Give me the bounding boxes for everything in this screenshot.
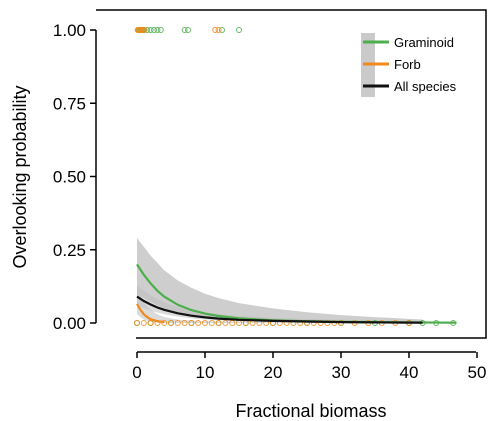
legend-label-3: All species	[394, 79, 457, 94]
data-point	[188, 320, 195, 326]
data-point	[157, 27, 164, 33]
data-point	[151, 27, 157, 33]
x-tick-label: 50	[468, 363, 487, 382]
data-point	[147, 320, 154, 326]
data-point	[147, 27, 154, 33]
data-point	[181, 27, 188, 33]
data-point	[185, 27, 191, 33]
y-tick-label: 0.00	[53, 314, 86, 333]
y-tick-label: 0.75	[53, 94, 86, 113]
x-tick-label: 30	[332, 363, 351, 382]
data-point	[134, 320, 140, 326]
series-line-2	[136, 303, 165, 324]
data-point	[154, 27, 161, 33]
y-axis-ticks: 0.00 0.25 0.50 0.75 1.00	[53, 21, 96, 333]
legend-label-2: Forb	[394, 57, 421, 72]
x-tick-label: 20	[264, 363, 283, 382]
data-point	[140, 320, 147, 326]
data-point	[219, 27, 225, 33]
data-point	[195, 320, 202, 326]
confidence-bands	[137, 238, 423, 323]
data-point	[181, 320, 188, 326]
x-tick-label: 40	[400, 363, 419, 382]
series-line-3	[136, 295, 423, 324]
data-point	[215, 27, 222, 33]
fitted-curves	[136, 263, 457, 324]
data-point	[168, 320, 174, 326]
confidence-band-1	[137, 238, 423, 323]
data-point	[202, 320, 208, 326]
data-point	[174, 320, 181, 326]
x-tick-label: 10	[196, 363, 215, 382]
data-point	[212, 27, 219, 33]
legend-label-1: Graminoid	[394, 35, 454, 50]
x-axis-title: Fractional biomass	[235, 401, 386, 421]
y-tick-label: 0.50	[53, 168, 86, 187]
legend: Graminoid Forb All species	[361, 33, 457, 97]
data-point	[208, 320, 215, 326]
y-tick-label: 1.00	[53, 21, 86, 40]
data-point	[161, 320, 168, 326]
observation-points	[134, 27, 457, 326]
x-tick-label: 0	[132, 363, 141, 382]
plot-frame	[96, 9, 487, 339]
data-point	[141, 27, 148, 33]
data-point	[222, 320, 229, 326]
y-axis-title: Overlooking probability	[10, 85, 30, 268]
data-point	[215, 320, 222, 326]
x-axis-ticks: 0 10 20 30 40 50	[132, 352, 486, 382]
y-tick-label: 0.25	[53, 241, 86, 260]
data-point	[236, 27, 242, 33]
